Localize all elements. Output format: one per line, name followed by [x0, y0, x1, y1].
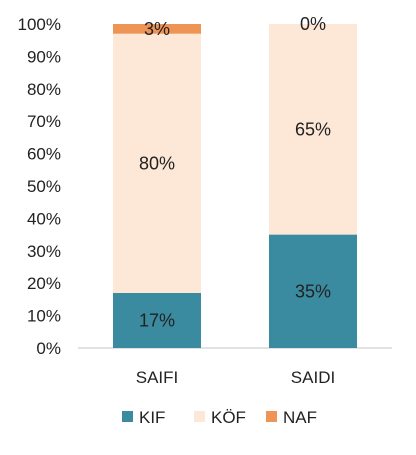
y-tick-label: 0% — [36, 339, 61, 358]
bar-saifi-series-0 — [113, 292, 201, 348]
legend-label: KIF — [139, 408, 165, 427]
legend-label: KÖF — [211, 408, 246, 427]
bar-saidi-series-0 — [269, 234, 357, 348]
bar-saidi-series-1 — [269, 24, 357, 235]
data-label: 65% — [295, 119, 331, 139]
y-tick-label: 100% — [18, 15, 61, 34]
category-labels: SAIFI SAIDI — [136, 368, 335, 387]
y-tick-label: 60% — [27, 145, 61, 164]
data-label: 35% — [295, 281, 331, 301]
y-axis-ticks: 0% 10% 20% 30% 40% 50% 60% 70% 80% 90% 100% — [18, 15, 61, 358]
y-tick-label: 40% — [27, 209, 61, 228]
y-tick-label: 70% — [27, 112, 61, 131]
legend: KIF KÖF NAF — [122, 408, 317, 427]
y-tick-label: 30% — [27, 242, 61, 261]
y-tick-label: 80% — [27, 80, 61, 99]
data-label: 0% — [300, 14, 326, 34]
y-tick-label: 50% — [27, 177, 61, 196]
legend-swatch — [194, 411, 205, 422]
data-label: 17% — [139, 310, 175, 330]
y-tick-label: 90% — [27, 47, 61, 66]
legend-swatch — [266, 411, 277, 422]
bars: 17% 80% 3% 35% 65% 0% — [113, 14, 357, 348]
x-tick-label: SAIFI — [136, 368, 179, 387]
legend-swatch — [122, 411, 133, 422]
y-tick-label: 20% — [27, 274, 61, 293]
x-tick-label: SAIDI — [291, 368, 335, 387]
bar-saifi-series-1 — [113, 33, 201, 293]
data-label: 3% — [144, 19, 170, 39]
data-label: 80% — [139, 153, 175, 173]
bar-saifi-series-2 — [113, 24, 201, 34]
y-tick-label: 10% — [27, 307, 61, 326]
legend-label: NAF — [283, 408, 317, 427]
